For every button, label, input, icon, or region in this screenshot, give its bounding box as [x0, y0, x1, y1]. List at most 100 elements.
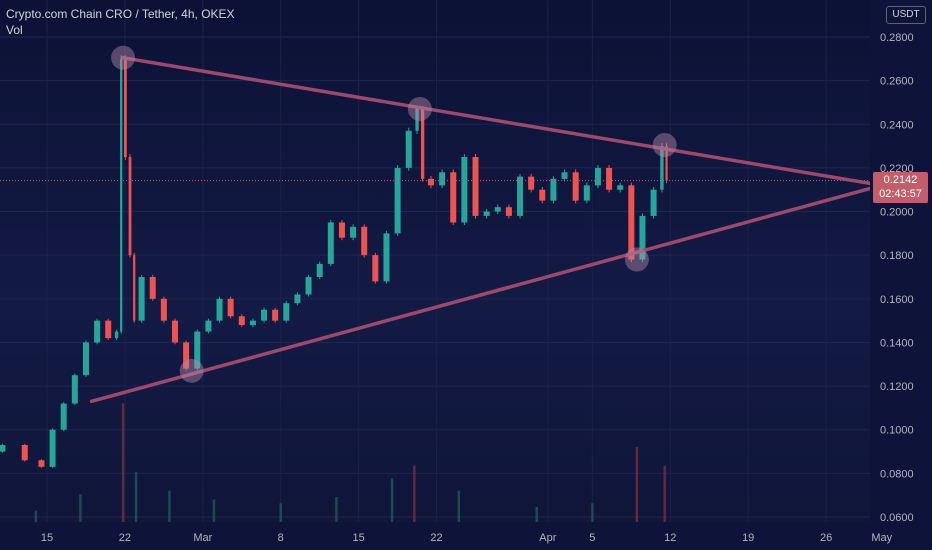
- time-axis-label: 19: [742, 532, 754, 544]
- candle-body: [327, 222, 334, 264]
- candle-body: [372, 255, 379, 282]
- pattern-touch-marker: [179, 358, 204, 383]
- candle-body: [305, 277, 312, 295]
- candle-body: [528, 176, 535, 190]
- price-axis-label: 0.1000: [880, 425, 914, 437]
- candle-body: [660, 146, 664, 190]
- volume-bar: [457, 490, 461, 522]
- candle-body: [82, 342, 89, 376]
- candle-body: [205, 320, 212, 332]
- candle-body: [550, 178, 557, 201]
- candle-body: [617, 185, 624, 190]
- candle-body: [120, 58, 123, 332]
- pattern-touch-marker: [407, 97, 432, 121]
- candle-body: [128, 157, 132, 256]
- price-axis-label: 0.1800: [880, 250, 914, 262]
- candle-body: [60, 403, 67, 430]
- volume-bar: [591, 503, 594, 522]
- candle-body: [483, 211, 490, 216]
- candle-body: [272, 309, 279, 321]
- candle-body: [160, 298, 167, 321]
- candle-body: [594, 167, 601, 186]
- candle-body: [138, 277, 145, 321]
- candle-body: [650, 189, 657, 216]
- time-axis-label: 5: [589, 532, 595, 544]
- candle-body: [183, 342, 190, 369]
- candle-body: [94, 320, 101, 343]
- volume-bar: [212, 499, 216, 522]
- volume-label[interactable]: Vol: [6, 23, 23, 37]
- candle-body: [123, 58, 127, 158]
- symbol-title[interactable]: Crypto.com Chain CRO / Tether, 4h, OKEX: [6, 7, 235, 21]
- candle-body: [350, 226, 357, 238]
- volume-bar: [390, 478, 394, 522]
- candle-body: [38, 460, 45, 467]
- chart-header: Crypto.com Chain CRO / Tether, 4h, OKEX …: [6, 6, 235, 38]
- candle-body: [105, 320, 112, 339]
- price-axis-label: 0.2400: [880, 119, 914, 131]
- volume-bar: [663, 465, 666, 522]
- candle-body: [606, 167, 613, 190]
- candle-body: [49, 429, 56, 467]
- candle-body: [261, 309, 268, 321]
- candle-body: [405, 130, 412, 168]
- time-axis-label: Mar: [193, 532, 212, 544]
- candle-body: [461, 157, 468, 223]
- time-axis-label: 12: [664, 532, 676, 544]
- time-axis-label: Apr: [539, 532, 556, 544]
- candle-body: [294, 294, 301, 304]
- candle-body: [283, 303, 290, 321]
- candle-body: [472, 157, 479, 216]
- price-axis-label: 0.1200: [880, 381, 914, 393]
- price-axis-label: 0.0600: [880, 512, 914, 524]
- volume-bar: [413, 465, 416, 522]
- last-price-value: 0.2142: [883, 174, 918, 186]
- volume-bar: [635, 447, 639, 522]
- time-axis-label: 15: [41, 532, 53, 544]
- candle-body: [572, 172, 579, 201]
- volume-bar: [279, 503, 282, 522]
- triangle-upper-line: [121, 55, 884, 188]
- candle-body: [338, 222, 345, 238]
- candle-body: [450, 172, 457, 223]
- candle-body: [171, 320, 178, 343]
- candle-body: [227, 298, 234, 317]
- volume-bar: [535, 507, 538, 522]
- last-price-tag: 0.2142 02:43:57: [873, 172, 928, 203]
- candle-body: [361, 226, 368, 256]
- candle-body: [517, 176, 524, 216]
- pattern-touch-marker: [624, 247, 649, 272]
- triangle-lower-line: [89, 183, 884, 404]
- candle-body: [133, 255, 136, 321]
- candle-body: [494, 207, 501, 212]
- candle-body: [383, 233, 390, 282]
- price-axis-label: 0.2600: [880, 76, 914, 88]
- volume-bar: [34, 510, 38, 522]
- candle-body: [249, 320, 256, 325]
- candle-body: [583, 185, 590, 201]
- time-axis: [0, 522, 932, 550]
- candle-body: [316, 263, 323, 277]
- time-axis-label: 26: [820, 532, 832, 544]
- bar-countdown: 02:43:57: [879, 188, 922, 200]
- price-axis-label: 0.2200: [880, 163, 914, 175]
- price-axis-label: 0.2800: [880, 32, 914, 44]
- price-axis-label: 0.0800: [880, 468, 914, 480]
- candle-body: [415, 109, 419, 131]
- candle-body: [628, 185, 635, 260]
- price-axis-label: 0.1600: [880, 294, 914, 306]
- volume-bar: [134, 472, 138, 522]
- volume-bar: [335, 497, 338, 522]
- volume-bar: [121, 403, 125, 522]
- price-axis-label: 0.2000: [880, 207, 914, 219]
- candle-body: [420, 109, 425, 179]
- volume-bar: [168, 490, 171, 522]
- candle-body: [194, 331, 201, 369]
- candle-body: [439, 172, 446, 186]
- currency-badge[interactable]: USDT: [886, 6, 926, 24]
- candle-body: [114, 331, 119, 339]
- time-axis-label: May: [871, 532, 892, 544]
- candle-body: [71, 375, 78, 404]
